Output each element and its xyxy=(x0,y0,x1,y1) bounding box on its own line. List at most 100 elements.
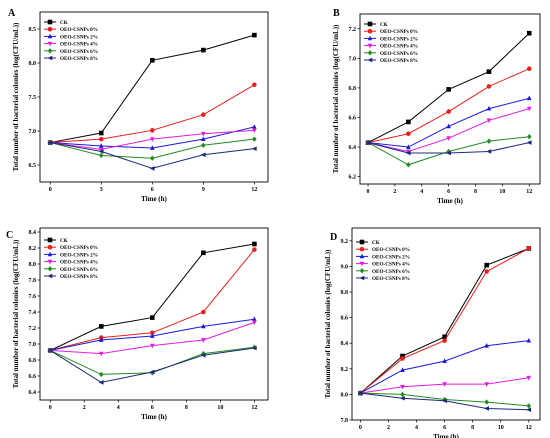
legend-label: OEO-CSNPs 0% xyxy=(380,29,418,35)
data-point xyxy=(405,150,411,156)
y-tick-label: 6.4 xyxy=(349,145,357,151)
legend-label: OEO-CSNPs 6% xyxy=(60,49,98,55)
y-axis-title: Total number of bacterial colonies (log(… xyxy=(12,22,20,171)
data-point xyxy=(365,140,371,145)
data-point xyxy=(201,338,206,343)
x-tick-label: 8 xyxy=(474,189,477,195)
data-point xyxy=(149,315,155,320)
legend-label: OEO-CSNPs 8% xyxy=(380,58,418,64)
legend-marker xyxy=(47,41,53,47)
legend-marker xyxy=(47,19,53,25)
legend-marker xyxy=(359,268,365,274)
data-point xyxy=(442,338,447,343)
y-tick-label: 6.8 xyxy=(349,86,357,92)
data-point xyxy=(406,131,411,137)
x-tick-label: 0 xyxy=(359,425,362,431)
panel-letter: A xyxy=(8,8,16,19)
legend-label: OEO-CSNPs 8% xyxy=(372,276,410,282)
legend-label: OEO-CSNPs 8% xyxy=(60,274,98,280)
y-tick-label: 6.2 xyxy=(349,175,357,181)
x-tick-label: 12 xyxy=(251,187,257,193)
data-point xyxy=(47,348,53,353)
data-point xyxy=(251,146,257,151)
legend-marker xyxy=(47,266,53,272)
panel-a: A 0 3 6 9 12 6.5 7.0 7.5 8.0 8.5 Time (h) Total numb… xyxy=(8,8,269,203)
y-tick-label: 8.2 xyxy=(341,367,349,373)
data-point xyxy=(149,145,155,150)
data-point xyxy=(484,262,489,268)
data-point xyxy=(483,406,489,411)
legend-label: CK xyxy=(60,20,68,26)
data-point xyxy=(98,143,104,148)
legend-label: CK xyxy=(372,240,380,246)
data-point xyxy=(406,144,411,149)
data-point xyxy=(526,133,532,140)
data-point xyxy=(201,136,206,142)
data-point xyxy=(201,323,206,329)
y-tick-label: 7.0 xyxy=(29,342,37,348)
data-point xyxy=(252,320,257,326)
data-point xyxy=(149,343,155,349)
plot-frame xyxy=(351,227,541,421)
legend-label: OEO-CSNPs 6% xyxy=(372,269,410,275)
data-point xyxy=(149,333,155,338)
x-tick-label: 8 xyxy=(471,425,474,431)
data-point xyxy=(399,395,405,401)
legend-label: OEO-CSNPs 4% xyxy=(60,42,98,48)
data-point xyxy=(252,124,257,129)
y-axis-title: Total number of bacterial colonies (log(… xyxy=(324,249,332,398)
x-axis-title: Time (h) xyxy=(141,195,167,203)
data-point xyxy=(400,384,405,390)
y-tick-label: 6.6 xyxy=(349,115,357,121)
data-point xyxy=(252,136,257,142)
x-tick-label: 0 xyxy=(49,187,52,193)
legend-label: OEO-CSNPs 2% xyxy=(372,254,410,260)
y-tick-label: 7.8 xyxy=(29,278,37,284)
data-point xyxy=(201,47,206,53)
legend-marker xyxy=(359,246,365,252)
data-point xyxy=(149,330,155,336)
data-point xyxy=(98,136,104,142)
legend-marker xyxy=(47,48,53,54)
y-tick-label: 7.5 xyxy=(29,95,37,101)
data-point xyxy=(149,155,155,161)
y-axis-title: Total number of bacterial colonies (log(… xyxy=(332,24,340,173)
x-tick-label: 4 xyxy=(420,189,423,195)
data-point xyxy=(526,106,532,112)
legend-marker xyxy=(367,43,373,49)
legend-marker xyxy=(47,251,53,257)
y-tick-label: 8.0 xyxy=(29,262,37,268)
y-tick-label: 8.4 xyxy=(29,230,37,236)
y-tick-label: 8.4 xyxy=(341,341,349,347)
data-point xyxy=(201,131,206,137)
data-point xyxy=(486,84,492,89)
panel-b: B 0 2 4 6 8 10 12 6.2 6.4 6.6 6.8 7.0 7.2 Time (h) Tota… xyxy=(332,8,541,205)
data-point xyxy=(526,246,532,251)
legend-marker xyxy=(367,50,373,56)
data-point xyxy=(446,123,451,129)
x-tick-label: 9 xyxy=(202,187,205,193)
legend-marker xyxy=(359,275,365,281)
y-tick-label: 7.2 xyxy=(29,326,37,332)
legend-label: OEO-CSNPs 4% xyxy=(380,44,418,50)
y-tick-label: 6.5 xyxy=(29,163,37,169)
y-tick-label: 7.0 xyxy=(349,56,357,62)
legend-marker xyxy=(367,28,373,34)
data-point xyxy=(200,152,206,158)
data-point xyxy=(486,105,492,111)
data-point xyxy=(526,95,532,101)
data-point xyxy=(252,32,257,38)
legend-marker xyxy=(47,273,53,279)
legend-marker xyxy=(47,244,53,250)
data-point xyxy=(484,399,489,405)
y-tick-label: 7.8 xyxy=(341,418,349,424)
y-tick-label: 6.8 xyxy=(29,358,37,364)
data-point xyxy=(252,128,257,134)
data-point xyxy=(400,391,405,398)
legend-label: OEO-CSNPs 2% xyxy=(380,36,418,42)
data-point xyxy=(201,112,206,117)
data-point xyxy=(486,118,492,124)
